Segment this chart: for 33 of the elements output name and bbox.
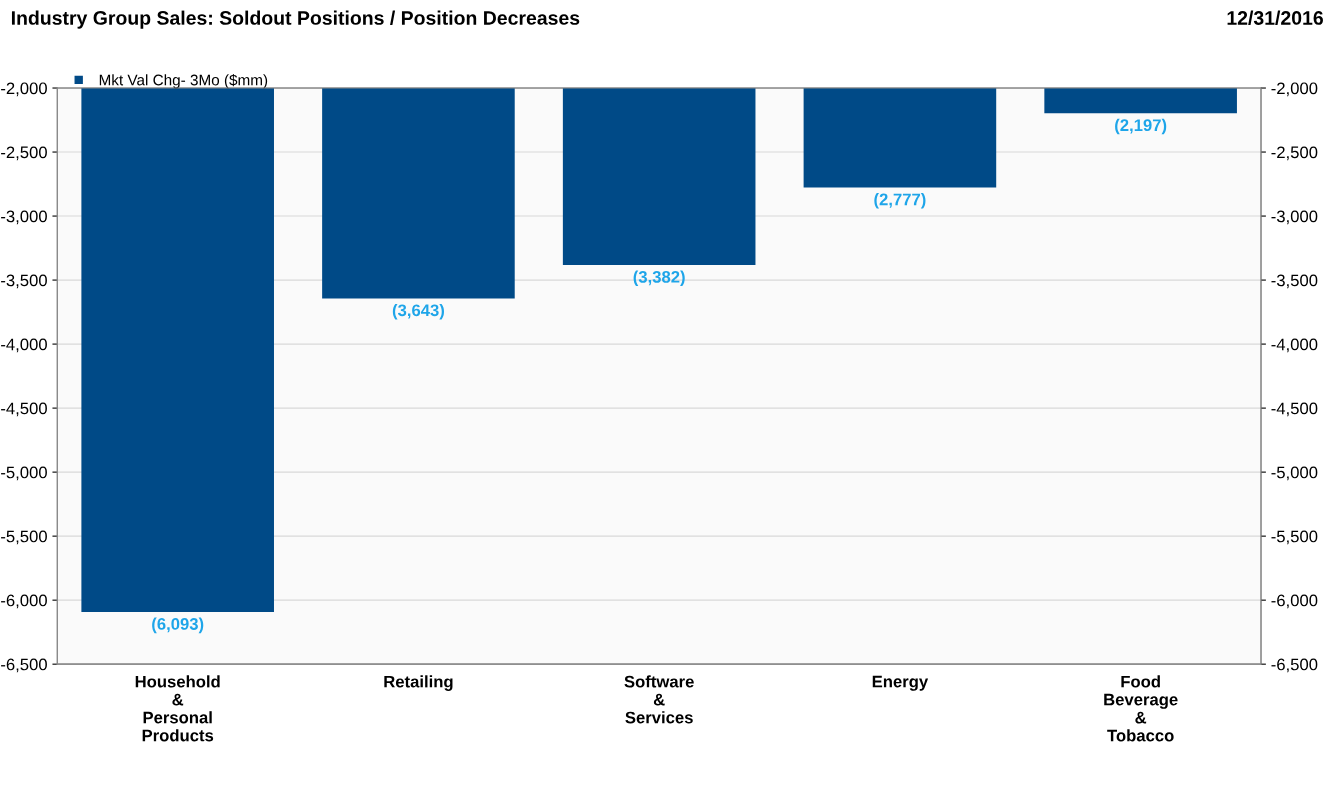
x-tick-label: Food Beverage & Tobacco — [1104, 675, 1178, 742]
data-label: (2,777) — [874, 193, 926, 209]
y2-tick-label: -3,000 — [1271, 210, 1318, 225]
x-tick-label: Household & Personal Products — [135, 675, 220, 742]
x-tick-label: Energy — [872, 675, 929, 691]
y-tick-label: -5,000 — [1, 466, 47, 481]
y-tick-label: -6,500 — [1, 658, 47, 673]
text: 12/31/2016 — [1227, 10, 1323, 26]
y2-tick-label: -2,000 — [1271, 82, 1318, 97]
legend-label: Mkt Val Chg- 3Mo ($mm) — [99, 73, 268, 89]
y2-tick-label: -6,500 — [1271, 658, 1318, 673]
chart-title: Industry Group Sales: Soldout Positions / Position Decreases — [11, 10, 580, 29]
y2-tick-label: -3,500 — [1271, 274, 1318, 289]
y2-tick-label: -4,000 — [1271, 338, 1318, 353]
y2-tick-label: -4,500 — [1271, 402, 1318, 417]
data-label: (3,382) — [633, 270, 685, 287]
y-tick-label: -4,500 — [1, 402, 47, 417]
y-tick-label: -3,500 — [1, 274, 47, 289]
y-tick-label: -2,000 — [1, 82, 47, 97]
data-label: (6,093) — [152, 617, 204, 634]
y-tick-label: -3,000 — [1, 210, 47, 225]
y2-tick-label: -2,500 — [1271, 146, 1318, 161]
data-label: (2,197) — [1115, 118, 1167, 135]
y2-tick-label: -6,000 — [1271, 594, 1318, 609]
y-tick-label: -2,500 — [1, 146, 47, 161]
y-tick-label: -6,000 — [1, 594, 47, 609]
y-tick-label: -4,000 — [1, 338, 47, 353]
x-tick-label: Retailing — [384, 675, 453, 691]
y2-tick-label: -5,500 — [1271, 530, 1318, 545]
x-tick-label: Software & Services — [624, 675, 694, 724]
y2-tick-label: -5,000 — [1271, 466, 1318, 481]
data-label: (3,643) — [392, 303, 445, 320]
y-tick-label: -5,500 — [1, 530, 47, 545]
